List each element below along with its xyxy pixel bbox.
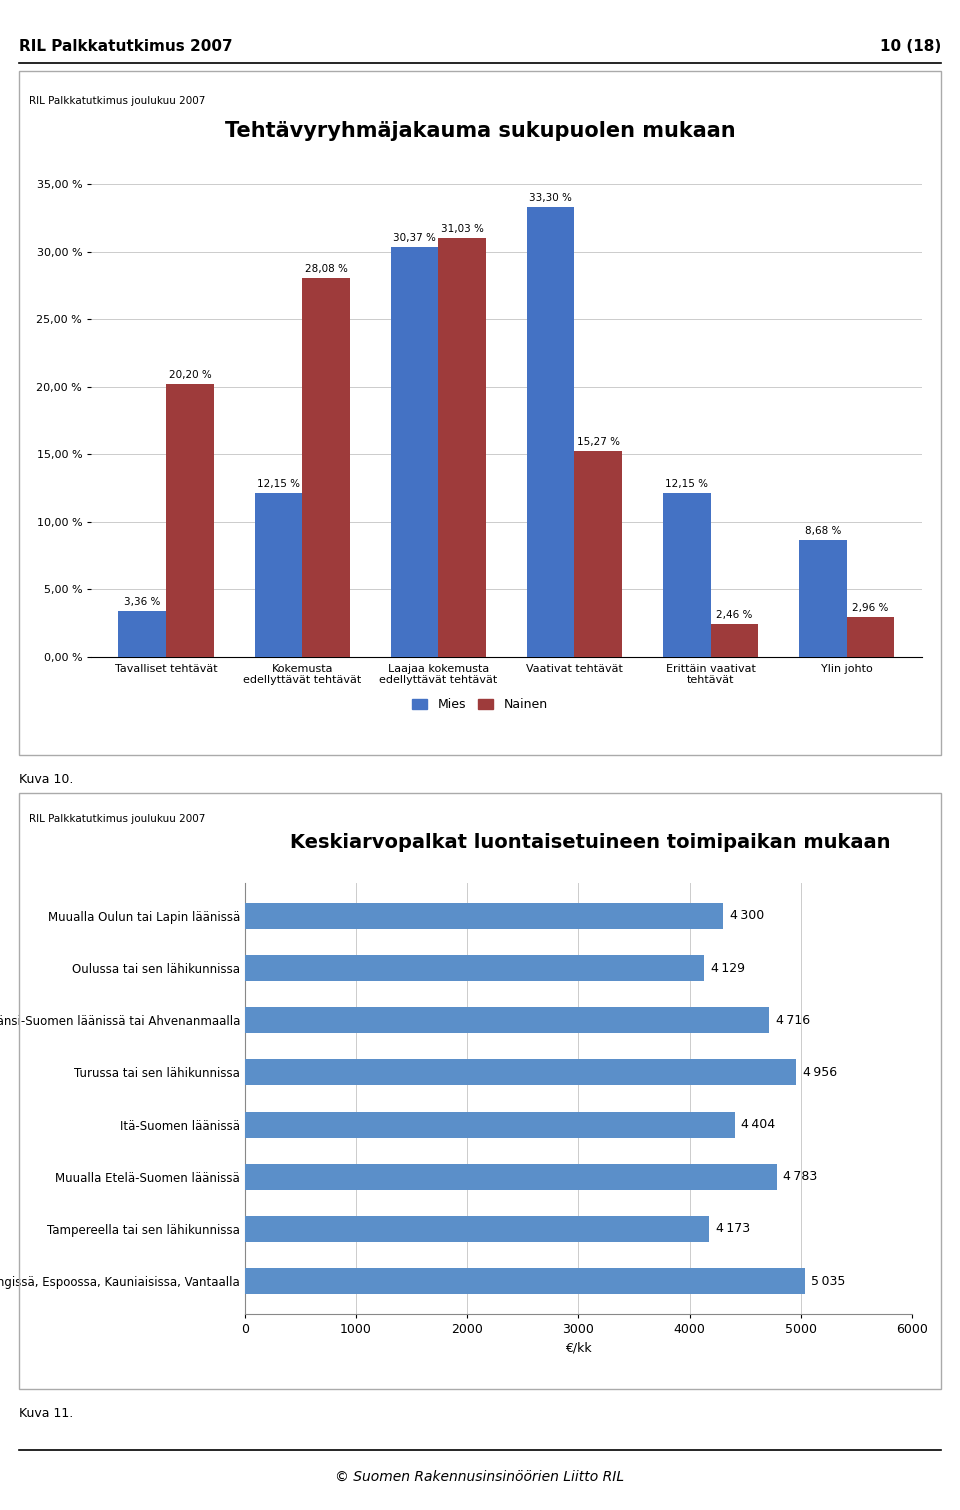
Bar — [245, 1216, 708, 1241]
Bar — [574, 450, 622, 657]
Bar — [302, 278, 349, 657]
Text: Kuva 11.: Kuva 11. — [19, 1407, 74, 1421]
Text: Kuva 10.: Kuva 10. — [19, 773, 74, 787]
Text: © Suomen Rakennusinsinöörien Liitto RIL: © Suomen Rakennusinsinöörien Liitto RIL — [335, 1469, 625, 1484]
Text: RIL Palkkatutkimus 2007: RIL Palkkatutkimus 2007 — [19, 39, 233, 54]
Bar — [118, 612, 166, 657]
Text: 4 404: 4 404 — [741, 1117, 776, 1131]
X-axis label: €/kk: €/kk — [565, 1341, 591, 1354]
Text: 33,30 %: 33,30 % — [529, 193, 572, 204]
Bar — [245, 1007, 769, 1033]
Text: 20,20 %: 20,20 % — [169, 370, 211, 381]
Text: Tehtävyryhmäjakauma sukupuolen mukaan: Tehtävyryhmäjakauma sukupuolen mukaan — [225, 121, 735, 142]
Bar — [166, 384, 214, 657]
Text: 5 035: 5 035 — [811, 1274, 846, 1288]
Text: 12,15 %: 12,15 % — [257, 479, 300, 489]
Text: 12,15 %: 12,15 % — [665, 479, 708, 489]
Text: 8,68 %: 8,68 % — [804, 525, 841, 536]
Bar — [245, 903, 723, 929]
Bar — [391, 246, 439, 657]
Text: 31,03 %: 31,03 % — [441, 223, 484, 234]
Text: 28,08 %: 28,08 % — [304, 264, 348, 273]
Legend: Mies, Nainen: Mies, Nainen — [407, 693, 553, 716]
Text: 4 956: 4 956 — [803, 1066, 837, 1080]
Bar — [799, 539, 847, 657]
Text: 4 300: 4 300 — [730, 909, 764, 923]
Bar — [663, 492, 710, 657]
Bar — [245, 1111, 734, 1137]
Bar — [245, 1060, 796, 1086]
Bar — [245, 1268, 804, 1294]
Text: 30,37 %: 30,37 % — [393, 233, 436, 243]
Text: Keskiarvopalkat luontaisetuineen toimipaikan mukaan: Keskiarvopalkat luontaisetuineen toimipa… — [290, 834, 891, 852]
Text: 2,96 %: 2,96 % — [852, 602, 889, 613]
Bar — [847, 618, 895, 657]
Bar — [245, 954, 704, 982]
Text: 4 716: 4 716 — [776, 1013, 810, 1027]
Text: RIL Palkkatutkimus joulukuu 2007: RIL Palkkatutkimus joulukuu 2007 — [29, 97, 205, 106]
Bar — [245, 1164, 777, 1190]
Bar — [527, 207, 574, 657]
Text: 4 173: 4 173 — [715, 1223, 750, 1235]
Bar — [710, 624, 758, 657]
Text: 2,46 %: 2,46 % — [716, 610, 753, 619]
Text: RIL Palkkatutkimus joulukuu 2007: RIL Palkkatutkimus joulukuu 2007 — [29, 814, 205, 824]
Text: 10 (18): 10 (18) — [879, 39, 941, 54]
Text: 4 129: 4 129 — [710, 962, 745, 974]
Text: 3,36 %: 3,36 % — [124, 598, 160, 607]
Text: 15,27 %: 15,27 % — [577, 436, 620, 447]
Bar — [254, 492, 302, 657]
Text: 4 783: 4 783 — [783, 1170, 818, 1184]
Bar — [439, 239, 486, 657]
